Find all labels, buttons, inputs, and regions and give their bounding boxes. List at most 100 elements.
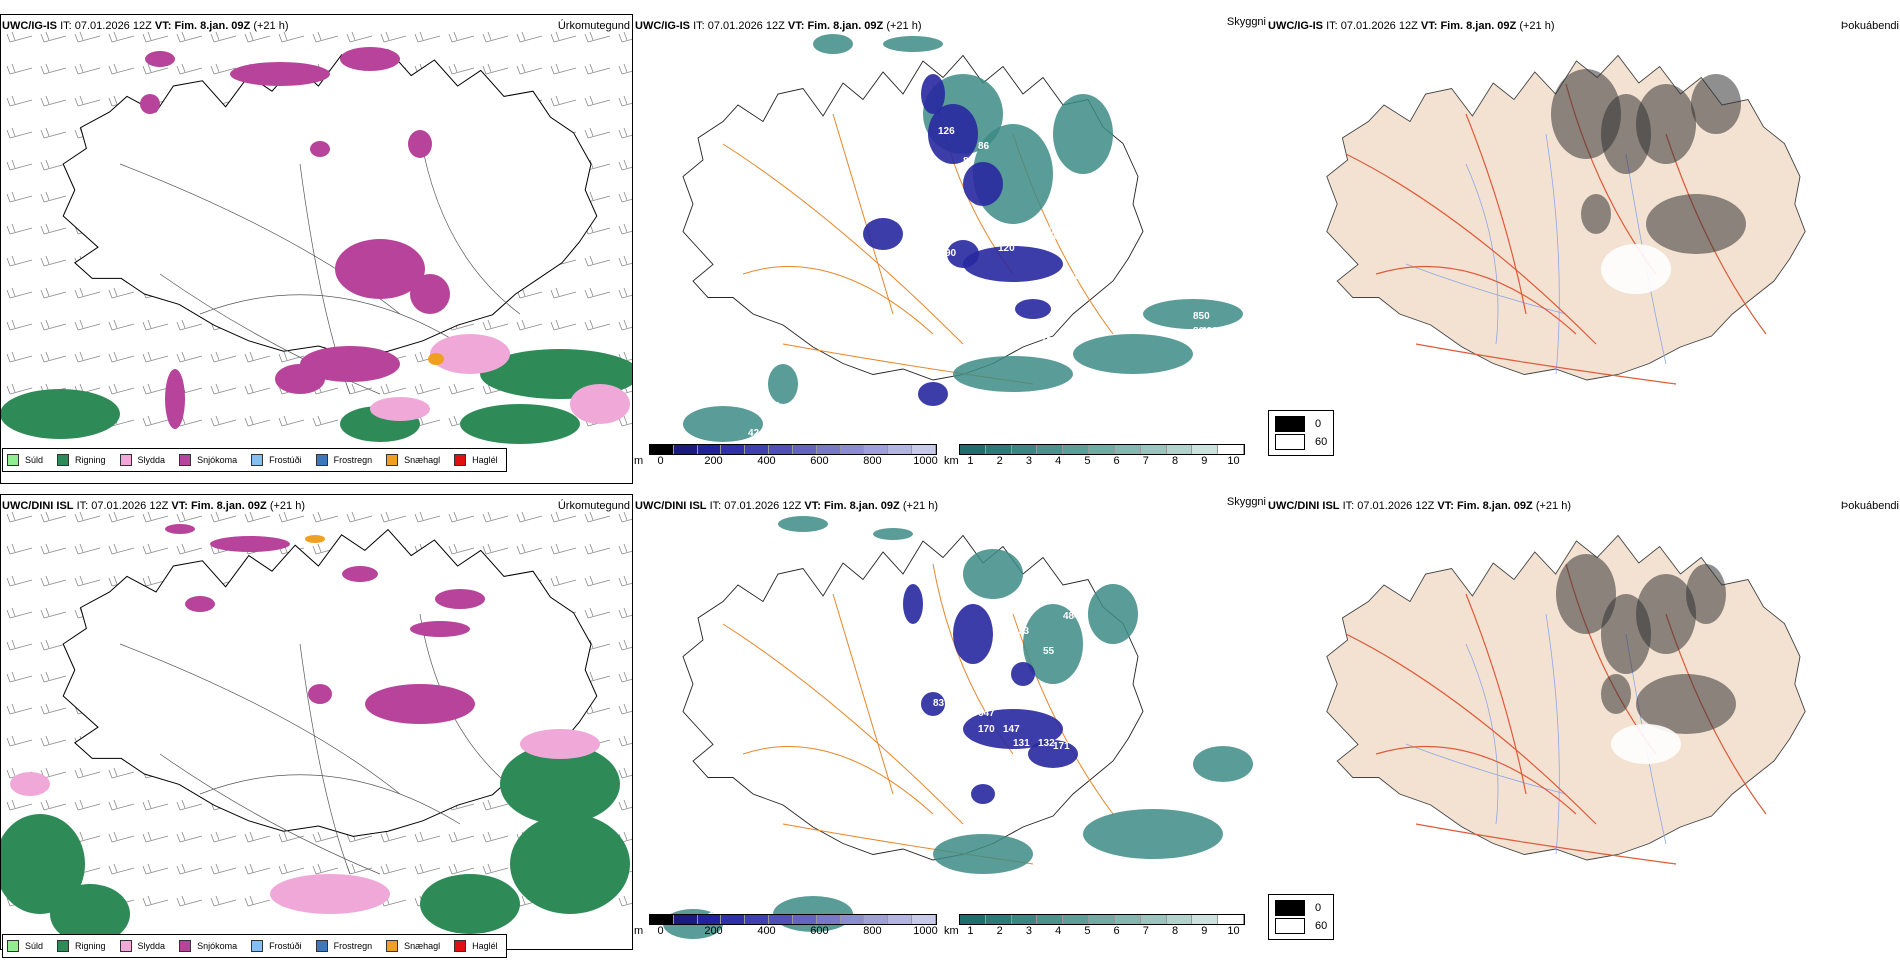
low-visibility-area <box>778 516 828 532</box>
wind-barb <box>482 319 509 331</box>
it-label: IT: <box>709 500 722 512</box>
wind-barb <box>414 31 441 43</box>
cloud-base-label: 826 <box>1103 886 1120 897</box>
wind-barb <box>176 63 203 75</box>
legend-item: Haglél <box>454 940 498 952</box>
colorbar-tick: 2 <box>996 455 1003 467</box>
visibility-colorbar: km 1 2 3 4 5 6 7 8 9 10 <box>944 914 1245 944</box>
colorbar-swatch <box>650 915 674 924</box>
road <box>119 643 401 795</box>
legend-item: Snæhagl <box>386 940 440 952</box>
cloud-base-label: 85 <box>1053 231 1065 242</box>
panel-name: Skyggni <box>1226 16 1266 28</box>
river <box>1545 613 1560 855</box>
fog-legend: 0 60 <box>1268 894 1335 940</box>
low-cloud-area <box>971 784 995 804</box>
legend-item: Frostregn <box>315 940 372 952</box>
vt-value: Fim. 8.jan. 09Z <box>807 20 884 32</box>
river <box>1545 133 1560 375</box>
snow-area <box>410 621 470 637</box>
wind-barb <box>482 543 509 555</box>
colorbar-tick: 1 <box>967 455 974 467</box>
colorbar-swatch <box>1089 445 1115 454</box>
cloud-base-label: 134 <box>1093 896 1110 907</box>
colorbar-swatch <box>1011 445 1038 454</box>
wind-barb <box>142 799 169 811</box>
wind-barb <box>210 63 237 75</box>
wind-barb <box>482 831 509 843</box>
wind-barb <box>6 223 33 235</box>
wind-barb <box>74 511 101 523</box>
cloud-base-label: 911 <box>1221 331 1238 342</box>
wind-barb <box>278 511 305 523</box>
wind-barb <box>74 799 101 811</box>
colorbar-swatch <box>721 915 746 924</box>
wind-barb <box>142 895 169 907</box>
wind-barb <box>6 799 33 811</box>
it-label: IT: <box>60 20 72 32</box>
cloud-base-label: 126 <box>938 126 955 137</box>
road <box>742 266 934 335</box>
colorbar-swatch <box>816 445 841 454</box>
wind-barb <box>482 31 509 43</box>
cloud-base-label: 796 <box>1023 693 1040 704</box>
wind-barb <box>6 383 33 395</box>
wind-barb <box>550 63 577 75</box>
rain-area <box>510 814 630 914</box>
wind-barb <box>40 799 67 811</box>
legend-item: Frostúði <box>251 454 302 466</box>
low-cloud-area <box>963 246 1063 282</box>
vt-label: VT: <box>787 20 805 32</box>
sleet-area <box>570 384 630 424</box>
colorbar-tick: 9 <box>1201 925 1208 937</box>
cloud-base-label: 280 <box>1088 244 1105 255</box>
legend-swatch <box>57 940 70 952</box>
wind-barb <box>176 31 203 43</box>
wind-barb <box>618 223 633 235</box>
wind-barb <box>74 95 101 107</box>
wind-barb <box>6 543 33 555</box>
fog-clear-area <box>1346 319 1406 349</box>
wind-barb <box>550 511 577 523</box>
colorbar-swatch <box>1063 445 1090 454</box>
wind-barb <box>482 863 509 875</box>
wind-barb <box>550 31 577 43</box>
low-visibility-area <box>683 406 763 442</box>
fog-legend-row: 0 <box>1275 415 1327 433</box>
road <box>832 593 894 795</box>
wind-barb <box>278 31 305 43</box>
wind-barb <box>74 287 101 299</box>
wind-barb <box>108 287 135 299</box>
legend-label: Snjókoma <box>197 455 238 465</box>
snow-area <box>210 536 290 552</box>
colorbar-tick: 400 <box>757 925 776 937</box>
road <box>299 643 351 875</box>
cloud-base-label: 27 <box>1153 116 1165 127</box>
colorbar-swatch <box>745 445 770 454</box>
wind-barb <box>618 767 633 779</box>
vt-label: VT: <box>804 500 821 512</box>
legend-item: Haglél <box>454 454 498 466</box>
snow-area <box>310 141 330 157</box>
cloud-base-label: 183 <box>1041 336 1058 347</box>
low-cloud-area <box>921 692 945 716</box>
it-value: 07.01.2026 12Z <box>707 20 785 32</box>
legend-swatch <box>386 940 399 952</box>
road <box>742 746 934 815</box>
colorbar-tick: 1 <box>967 925 974 937</box>
colorbar-swatch <box>1037 445 1064 454</box>
colorbar-swatch <box>792 915 817 924</box>
legend-item: Súld <box>7 940 43 952</box>
cloud-base-label: 112 <box>708 906 725 917</box>
wind-barb <box>6 95 33 107</box>
colorbar-swatch <box>912 445 936 454</box>
colorbar-swatch <box>888 445 913 454</box>
wind-barb <box>40 575 67 587</box>
wind-barb <box>74 543 101 555</box>
model-name: UWC/IG-IS <box>635 20 690 32</box>
wind-barb <box>584 63 611 75</box>
colorbar-tick: 5 <box>1084 925 1091 937</box>
wind-barb <box>618 799 633 811</box>
colorbar-unit: km <box>944 455 959 467</box>
